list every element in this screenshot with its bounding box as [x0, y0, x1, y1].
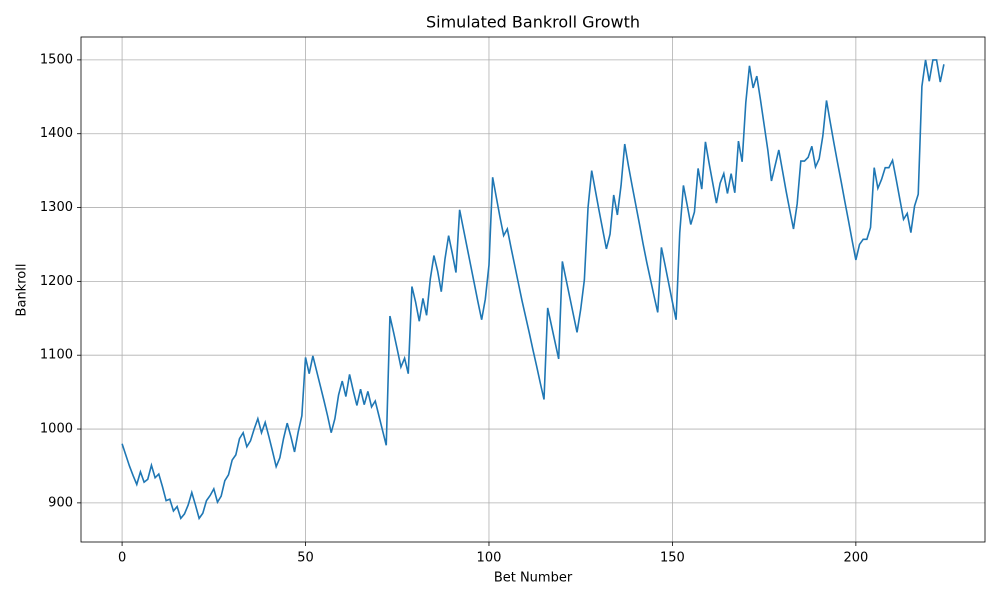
y-tick-label: 1000	[40, 422, 73, 437]
x-tick-label: 50	[297, 551, 314, 566]
y-tick-label: 1100	[40, 348, 73, 363]
x-axis-label: Bet Number	[494, 571, 573, 586]
y-tick-label: 1300	[40, 200, 73, 215]
x-tick-label: 0	[118, 551, 126, 566]
plot-frame	[80, 36, 986, 543]
y-axis-label: Bankroll	[15, 264, 30, 317]
y-tick-label: 900	[48, 495, 73, 510]
x-tick-label: 200	[843, 551, 868, 566]
x-tick-label: 150	[660, 551, 685, 566]
chart-title: Simulated Bankroll Growth	[426, 13, 640, 32]
x-tick-label: 100	[477, 551, 502, 566]
data-line	[121, 59, 945, 521]
y-tick-label: 1500	[40, 52, 73, 67]
y-tick-label: 1200	[40, 274, 73, 289]
y-tick-label: 1400	[40, 126, 73, 141]
